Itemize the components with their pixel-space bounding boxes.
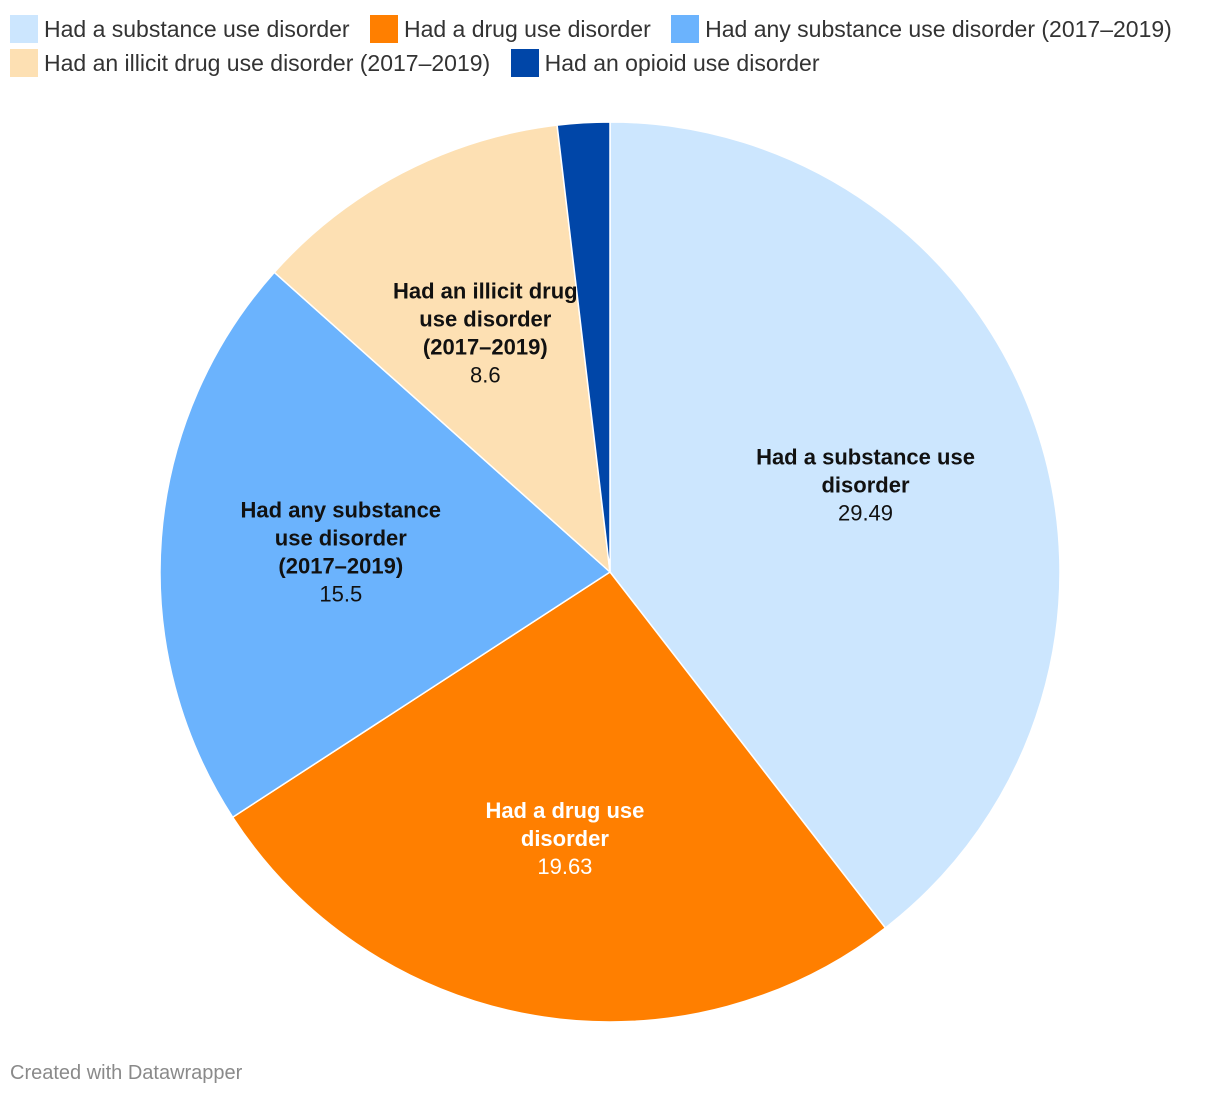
pie-slice[interactable] <box>273 124 611 574</box>
legend-swatch <box>510 49 539 77</box>
slice-label-name: disorder <box>821 473 909 498</box>
legend-label: Had a substance use disorder <box>44 16 350 42</box>
slice-label-name: (2017–2019) <box>423 335 548 360</box>
legend-swatch <box>671 15 700 43</box>
slice-label-name: disorder <box>521 826 609 851</box>
slice-label-name: Had a drug use <box>485 798 644 823</box>
slice-label-value: 15.5 <box>319 581 362 606</box>
slice-label: Had an illicit drug use disorder (2017–201… <box>393 279 578 388</box>
legend-swatch <box>10 49 38 77</box>
legend-swatch <box>10 15 38 43</box>
pie-slice[interactable] <box>556 121 611 573</box>
legend-item[interactable]: Had an illicit drug use disorder (2017–2… <box>10 49 497 77</box>
slice-label: Had a substance use disorder 29.49 <box>756 445 975 526</box>
pie-slice[interactable] <box>159 271 612 819</box>
slice-label-name: Had any substance <box>241 497 442 522</box>
slice-label: Had a drug use disorder 19.63 <box>485 798 644 879</box>
legend-item[interactable]: Had an opioid use disorder <box>510 49 820 77</box>
slice-label-name: Had an illicit drug <box>393 279 578 304</box>
slice-label-name: use disorder <box>419 307 551 332</box>
slice-label-value: 29.49 <box>838 501 893 526</box>
legend-item[interactable]: Had a substance use disorder <box>10 15 356 43</box>
slice-label: Had any substance use disorder (2017–2019)… <box>241 497 442 606</box>
pie-slice[interactable] <box>231 570 887 1023</box>
legend-label: Had an illicit drug use disorder (2017–2… <box>44 50 491 76</box>
legend-item[interactable]: Had a drug use disorder <box>369 15 657 43</box>
pie-slice[interactable] <box>609 121 1061 929</box>
legend: Had a substance use disorder Had a drug … <box>10 12 1200 80</box>
legend-item[interactable]: Had any substance use disorder (2017–201… <box>671 15 1172 43</box>
slice-label-name: Had a substance use <box>756 445 975 470</box>
legend-label: Had an opioid use disorder <box>544 50 820 76</box>
legend-label: Had a drug use disorder <box>403 16 651 42</box>
slice-label-value: 8.6 <box>470 363 501 388</box>
legend-swatch <box>369 15 398 43</box>
slice-label-name: use disorder <box>275 525 407 550</box>
legend-label: Had any substance use disorder (2017–201… <box>705 16 1172 42</box>
footer-credit: Created with Datawrapper <box>10 1062 243 1084</box>
slice-label-name: (2017–2019) <box>278 553 403 578</box>
slice-label-value: 19.63 <box>537 854 592 879</box>
